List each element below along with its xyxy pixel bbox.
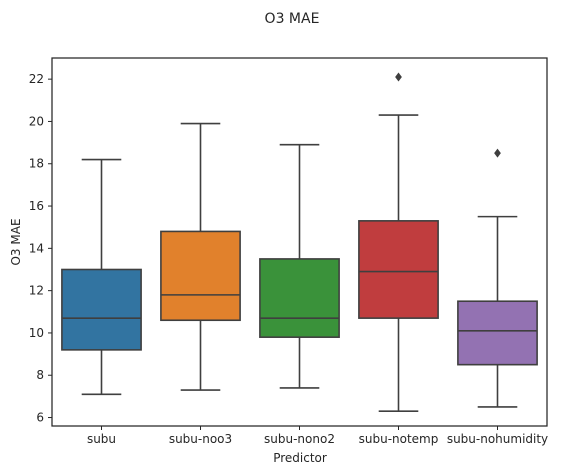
x-axis-label: Predictor xyxy=(273,451,327,465)
iqr-box xyxy=(61,268,142,351)
chart-title: O3 MAE xyxy=(265,11,320,27)
box-subu xyxy=(61,158,142,396)
y-tick-label: 10 xyxy=(29,326,44,340)
y-tick-label: 14 xyxy=(29,241,44,255)
outlier-point xyxy=(494,148,501,158)
x-tick-label: subu-nono2 xyxy=(264,432,335,446)
box-subu-notemp xyxy=(358,72,439,412)
iqr-box xyxy=(457,300,538,366)
y-axis-label: O3 MAE xyxy=(9,218,23,265)
box-subu-nohumidity xyxy=(457,148,538,408)
plot-frame xyxy=(51,57,548,427)
x-tick-label: subu xyxy=(87,432,116,446)
y-tick-label: 16 xyxy=(29,199,44,213)
x-axis: subu subu-noo3 subu-nono2 subu-notemp subu-n… xyxy=(87,426,548,446)
y-tick-label: 6 xyxy=(36,411,44,425)
iqr-box xyxy=(160,230,241,322)
box-subu-nono2 xyxy=(259,143,340,389)
iqr-box xyxy=(358,220,439,319)
y-tick-label: 18 xyxy=(29,157,44,171)
box-subu-noo3 xyxy=(160,122,241,391)
y-tick-label: 8 xyxy=(36,368,44,382)
x-tick-label: subu-nohumidity xyxy=(447,432,548,446)
plot-area xyxy=(61,72,538,412)
iqr-box xyxy=(259,258,340,338)
y-tick-label: 12 xyxy=(29,284,44,298)
y-axis: 6 8 10 12 14 16 18 20 22 xyxy=(29,72,52,425)
x-tick-label: subu-noo3 xyxy=(169,432,232,446)
outlier-point xyxy=(395,72,402,82)
y-tick-label: 20 xyxy=(29,114,44,128)
x-tick-label: subu-notemp xyxy=(359,432,439,446)
y-tick-label: 22 xyxy=(29,72,44,86)
